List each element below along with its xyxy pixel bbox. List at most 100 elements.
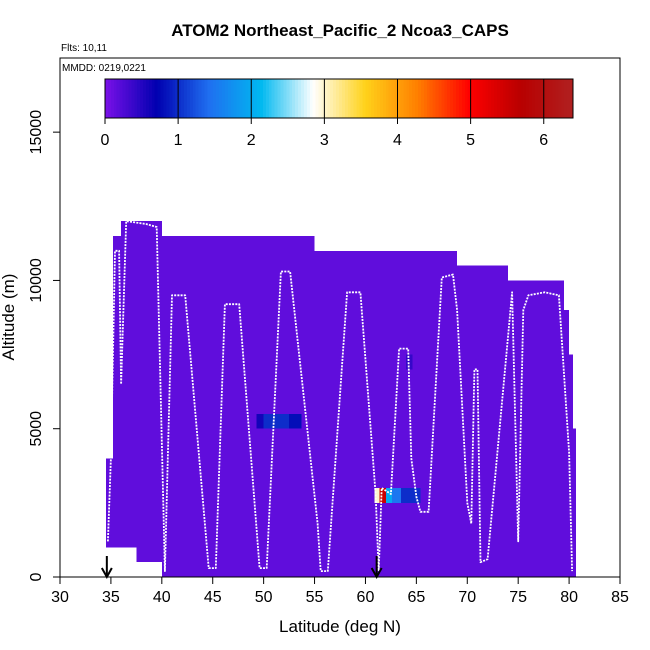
colorbar-segment: [365, 79, 369, 118]
colorbar-segment: [251, 79, 255, 118]
y-axis-label: Altitude (m): [0, 274, 18, 361]
colorbar-segment: [476, 79, 480, 118]
colorbar-segment: [420, 79, 425, 118]
colorbar-segment: [213, 79, 217, 118]
colorbar-segment: [327, 79, 331, 118]
colorbar: 0 1 2 3 4 5 6: [101, 78, 574, 149]
colorbar-segment: [385, 79, 390, 118]
colorbar-segment: [461, 79, 466, 118]
colorbar-segment: [491, 79, 495, 118]
colorbar-segment: [347, 79, 352, 118]
colorbar-segment: [151, 79, 156, 118]
flights-annotation: Flts: 10,11: [61, 43, 107, 54]
colorbar-segment: [236, 79, 241, 118]
x-tick-label: 75: [509, 589, 527, 606]
colorbar-segment: [552, 79, 557, 118]
colorbar-segment: [245, 79, 249, 118]
bg-cell: [161, 235, 315, 577]
marker-arrow-head: [100, 567, 113, 580]
colorbar-segment: [458, 79, 463, 118]
colorbar-segment: [543, 79, 548, 118]
colorbar-segment: [321, 79, 325, 118]
highlight-cell: [374, 488, 380, 503]
colorbar-segment: [382, 79, 387, 118]
colorbar-segment: [453, 79, 457, 118]
colorbar-segment: [227, 79, 232, 118]
colorbar-segment: [186, 79, 191, 118]
colorbar-segment: [330, 79, 334, 118]
colorbar-tick-label: 1: [174, 132, 183, 149]
colorbar-segment: [505, 79, 510, 118]
colorbar-segment: [546, 79, 551, 118]
colorbar-segment: [344, 79, 349, 118]
x-axis-label: Latitude (deg N): [279, 617, 401, 636]
colorbar-segment: [148, 79, 153, 118]
colorbar-segment: [303, 79, 308, 118]
colorbar-segment: [295, 79, 299, 118]
colorbar-segment: [394, 79, 399, 118]
x-tick-label: 60: [357, 589, 375, 606]
colorbar-segment: [479, 79, 483, 118]
colorbar-segment: [561, 79, 565, 118]
colorbar-segment: [391, 79, 396, 118]
colorbar-segment: [222, 79, 226, 118]
background-cells: [105, 221, 577, 577]
colorbar-segment: [280, 79, 285, 118]
colorbar-segment: [362, 79, 366, 118]
colorbar-segment: [105, 79, 109, 118]
colorbar-segment: [441, 79, 445, 118]
colorbar-segment: [189, 79, 194, 118]
colorbar-segment: [192, 79, 197, 118]
x-axis-ticks: 30 35 40 45 50 55 60 65 70 75 80 85: [51, 577, 629, 606]
colorbar-segment: [341, 79, 346, 118]
colorbar-segment: [567, 79, 571, 118]
colorbar-segment: [540, 79, 545, 118]
colorbar-segment: [198, 79, 203, 118]
colorbar-segment: [432, 79, 437, 118]
x-tick-label: 85: [611, 589, 629, 606]
colorbar-segment: [379, 79, 384, 118]
colorbar-segment: [523, 79, 527, 118]
colorbar-segment: [350, 79, 355, 118]
bg-cell: [457, 265, 508, 577]
colorbar-segment: [143, 79, 147, 118]
colorbar-segment: [122, 79, 127, 118]
colorbar-segment: [377, 79, 381, 118]
x-tick-label: 45: [204, 589, 222, 606]
colorbar-segment: [532, 79, 536, 118]
colorbar-segment: [423, 79, 428, 118]
y-axis-ticks: 0 5000 10000 15000: [28, 110, 60, 581]
colorbar-segment: [388, 79, 393, 118]
colorbar-segment: [242, 79, 246, 118]
x-tick-label: 35: [102, 589, 120, 606]
y-tick-label: 0: [28, 572, 45, 581]
x-tick-label: 55: [306, 589, 324, 606]
colorbar-segment: [415, 79, 419, 118]
colorbar-segment: [145, 79, 150, 118]
colorbar-segment: [224, 79, 229, 118]
highlight-cell: [379, 488, 386, 503]
colorbar-segment: [283, 79, 287, 118]
colorbar-segment: [435, 79, 440, 118]
colorbar-segment: [324, 79, 328, 118]
bg-cell: [508, 280, 564, 577]
x-tick-label: 30: [51, 589, 69, 606]
colorbar-segment: [292, 79, 296, 118]
colorbar-segment: [169, 79, 173, 118]
colorbar-segment: [140, 79, 144, 118]
colorbar-segment: [260, 79, 264, 118]
colorbar-segment: [447, 79, 451, 118]
colorbar-segment: [195, 79, 200, 118]
colorbar-segment: [470, 79, 475, 118]
colorbar-segment: [207, 79, 211, 118]
colorbar-segment: [318, 79, 323, 118]
colorbar-segment: [549, 79, 554, 118]
colorbar-segment: [374, 79, 378, 118]
highlight-cell: [263, 413, 290, 429]
colorbar-segment: [485, 79, 489, 118]
y-tick-label: 15000: [28, 110, 45, 155]
highlight-cell: [289, 413, 302, 429]
plot-frame: [59, 57, 621, 578]
colorbar-segment: [333, 79, 337, 118]
